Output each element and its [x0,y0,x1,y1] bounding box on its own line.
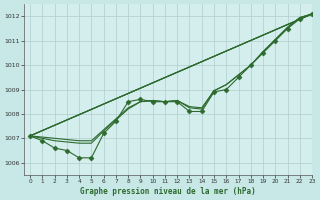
X-axis label: Graphe pression niveau de la mer (hPa): Graphe pression niveau de la mer (hPa) [80,187,256,196]
